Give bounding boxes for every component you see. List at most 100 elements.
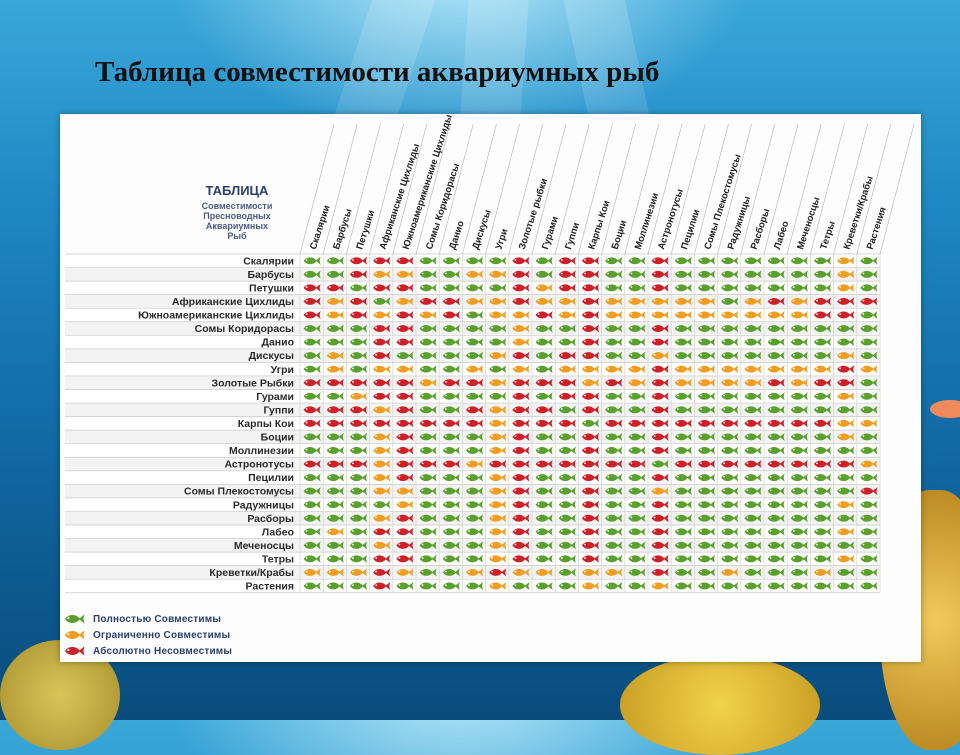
fish-icon-incompatible [326,283,344,292]
fish-icon-compatible [837,405,855,414]
fish-icon-compatible [698,581,715,590]
fish-icon-compatible [466,500,483,509]
fish-icon-limited [373,270,391,279]
fish-icon-compatible [767,432,785,441]
fish-icon-incompatible [651,405,669,414]
fish-icon-limited [489,527,507,536]
fish-icon-compatible [303,527,321,536]
fish-icon-compatible [674,338,692,347]
fish-icon-limited [512,324,530,333]
fish-icon-compatible [350,446,367,455]
fish-icon-compatible [350,473,367,482]
fish-icon-compatible [814,405,831,414]
fish-icon-compatible [512,581,530,590]
row-header: Барбусы [247,269,294,281]
row-header: Угри [271,364,294,376]
fish-icon-compatible [419,581,437,590]
fish-icon-limited [396,365,414,374]
fish-icon-limited [489,270,507,279]
fish-icon-compatible [698,432,715,441]
fish-icon-compatible [326,473,344,482]
background-fish [930,400,960,418]
fish-icon-compatible [651,460,669,469]
fish-icon-compatible [837,581,855,590]
fish-icon-limited [396,270,414,279]
fish-icon-incompatible [303,297,321,306]
fish-icon-limited [489,351,507,360]
fish-icon-limited [744,297,762,306]
fish-icon-compatible [767,500,785,509]
grid-line [810,123,845,255]
fish-icon-compatible [442,270,460,279]
fish-icon-compatible [442,514,460,523]
fish-icon-limited [64,630,85,640]
fish-icon-incompatible [512,514,530,523]
fish-icon-incompatible [767,460,785,469]
row-header: Южноамериканские Цихлиды [138,310,294,322]
fish-icon-compatible [814,514,831,523]
column-header: Данио [447,219,467,251]
fish-icon-limited [489,500,507,509]
fish-icon-compatible [303,473,321,482]
fish-icon-incompatible [582,310,599,319]
fish-icon-compatible [837,338,855,347]
fish-icon-compatible [767,392,785,401]
fish-icon-limited [698,378,715,387]
fish-icon-compatible [698,473,715,482]
fish-icon-compatible [767,338,785,347]
fish-icon-compatible [674,405,692,414]
fish-icon-incompatible [350,419,367,428]
fish-icon-limited [489,297,507,306]
fish-icon-compatible [814,392,831,401]
compatibility-table: ТАБЛИЦА Совместимости Пресноводных Аквар… [65,114,915,594]
fish-icon-compatible [674,270,692,279]
fish-icon-compatible [698,541,715,550]
fish-icon-compatible [721,283,739,292]
fish-icon-compatible [790,527,808,536]
fish-icon-compatible [419,283,437,292]
fish-icon-limited [489,378,507,387]
fish-icon-limited [64,630,85,640]
fish-icon-limited [837,256,855,265]
fish-icon-incompatible [373,338,391,347]
fish-icon-compatible [814,581,831,590]
fish-icon-compatible [698,527,715,536]
fish-icon-incompatible [419,297,437,306]
fish-icon-incompatible [442,378,460,387]
fish-icon-limited [605,310,623,319]
grid-line [717,123,752,255]
fish-icon-compatible [628,568,646,577]
fish-icon-incompatible [582,460,599,469]
fish-icon-compatible [744,270,762,279]
fish-icon-compatible [303,392,321,401]
fish-icon-incompatible [651,324,669,333]
fish-icon-compatible [814,527,831,536]
fish-icon-limited [373,473,391,482]
fish-icon-compatible [303,500,321,509]
fish-icon-incompatible [860,297,878,306]
fish-icon-compatible [303,256,321,265]
fish-icon-compatible [466,581,483,590]
fish-icon-limited [489,310,507,319]
fish-icon-incompatible [582,351,599,360]
fish-icon-incompatible [373,351,391,360]
fish-icon-compatible [860,541,878,550]
fish-icon-limited [837,527,855,536]
fish-icon-limited [721,365,739,374]
fish-icon-compatible [605,581,623,590]
fish-icon-incompatible [582,554,599,563]
grid-line [879,123,915,255]
fish-icon-compatible [790,473,808,482]
fish-icon-incompatible [512,351,530,360]
fish-icon-compatible [303,554,321,563]
fish-icon-incompatible [512,541,530,550]
fish-icon-compatible [535,473,553,482]
fish-icon-incompatible [373,324,391,333]
fish-icon-limited [558,365,576,374]
fish-icon-compatible [442,392,460,401]
fish-icon-compatible [605,392,623,401]
fish-icon-compatible [326,554,344,563]
fish-icon-compatible [466,554,483,563]
fish-icon-compatible [628,581,646,590]
